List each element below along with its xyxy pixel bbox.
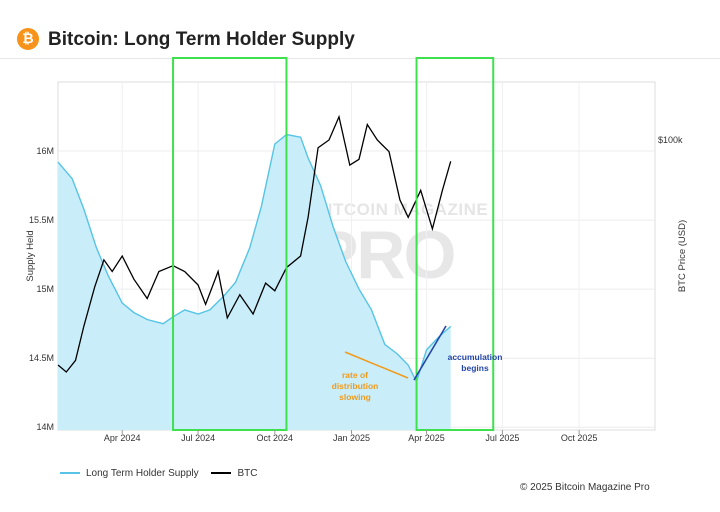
y-tick-label: 14.5M [29,353,54,363]
lth-fill [58,134,451,430]
annotation-blue-text: begins [461,363,489,373]
series-line-btc [57,114,452,373]
x-tick-label: Jan 2025 [333,433,370,443]
annotation-orange-text: slowing [339,392,371,402]
chart-header: ₿ Bitcoin: Long Term Holder Supply [0,0,720,59]
x-tick-label: Jul 2024 [181,433,215,443]
y-tick-label: 14M [36,422,54,432]
axes: 14M 14.5M 15M 15.5M 16M Apr 2024 Jul 2024 Oct 2… [25,135,688,443]
x-tick-label: Oct 2024 [257,433,294,443]
legend: Long Term Holder Supply BTC [60,466,267,479]
series-line-lth [57,133,452,384]
series-lines [57,114,452,384]
legend-swatch-btc [211,472,232,474]
x-tick-label: Jul 2025 [485,433,519,443]
y2-axis-title: BTC Price (USD) [677,220,688,292]
legend-item-btc[interactable]: BTC [211,468,257,479]
bitcoin-logo-icon: ₿ [17,28,39,50]
y2-tick-label: $100k [658,135,683,145]
y-tick-label: 15M [36,284,54,294]
annotation-orange-text: distribution [332,381,379,391]
annotation-blue-text: accumulation [448,352,503,362]
x-tick-label: Apr 2024 [104,433,141,443]
y-tick-label: 15.5M [29,215,54,225]
highlight-box [415,57,495,431]
orange-trend-line [344,351,409,379]
watermark-top-text: BITCOIN MAGAZINE [315,200,489,219]
highlight-box [172,57,288,431]
footer-copyright: © 2025 Bitcoin Magazine Pro [520,482,650,493]
legend-label-btc: BTC [237,467,258,479]
x-tick-label: Apr 2025 [408,433,445,443]
chart-title: Bitcoin: Long Term Holder Supply [48,29,355,50]
blue-trend-line [413,325,447,381]
highlight-boxes [172,57,495,431]
x-tick-label: Oct 2025 [561,433,598,443]
lth-area [58,134,451,430]
legend-swatch-lth [60,472,80,474]
y-tick-label: 16M [36,146,54,156]
legend-label-lth: Long Term Holder Supply [86,467,199,479]
annotation-orange-text: rate of [342,370,368,380]
y-axis-title: Supply Held [25,230,36,281]
legend-item-lth[interactable]: Long Term Holder Supply [60,468,199,479]
